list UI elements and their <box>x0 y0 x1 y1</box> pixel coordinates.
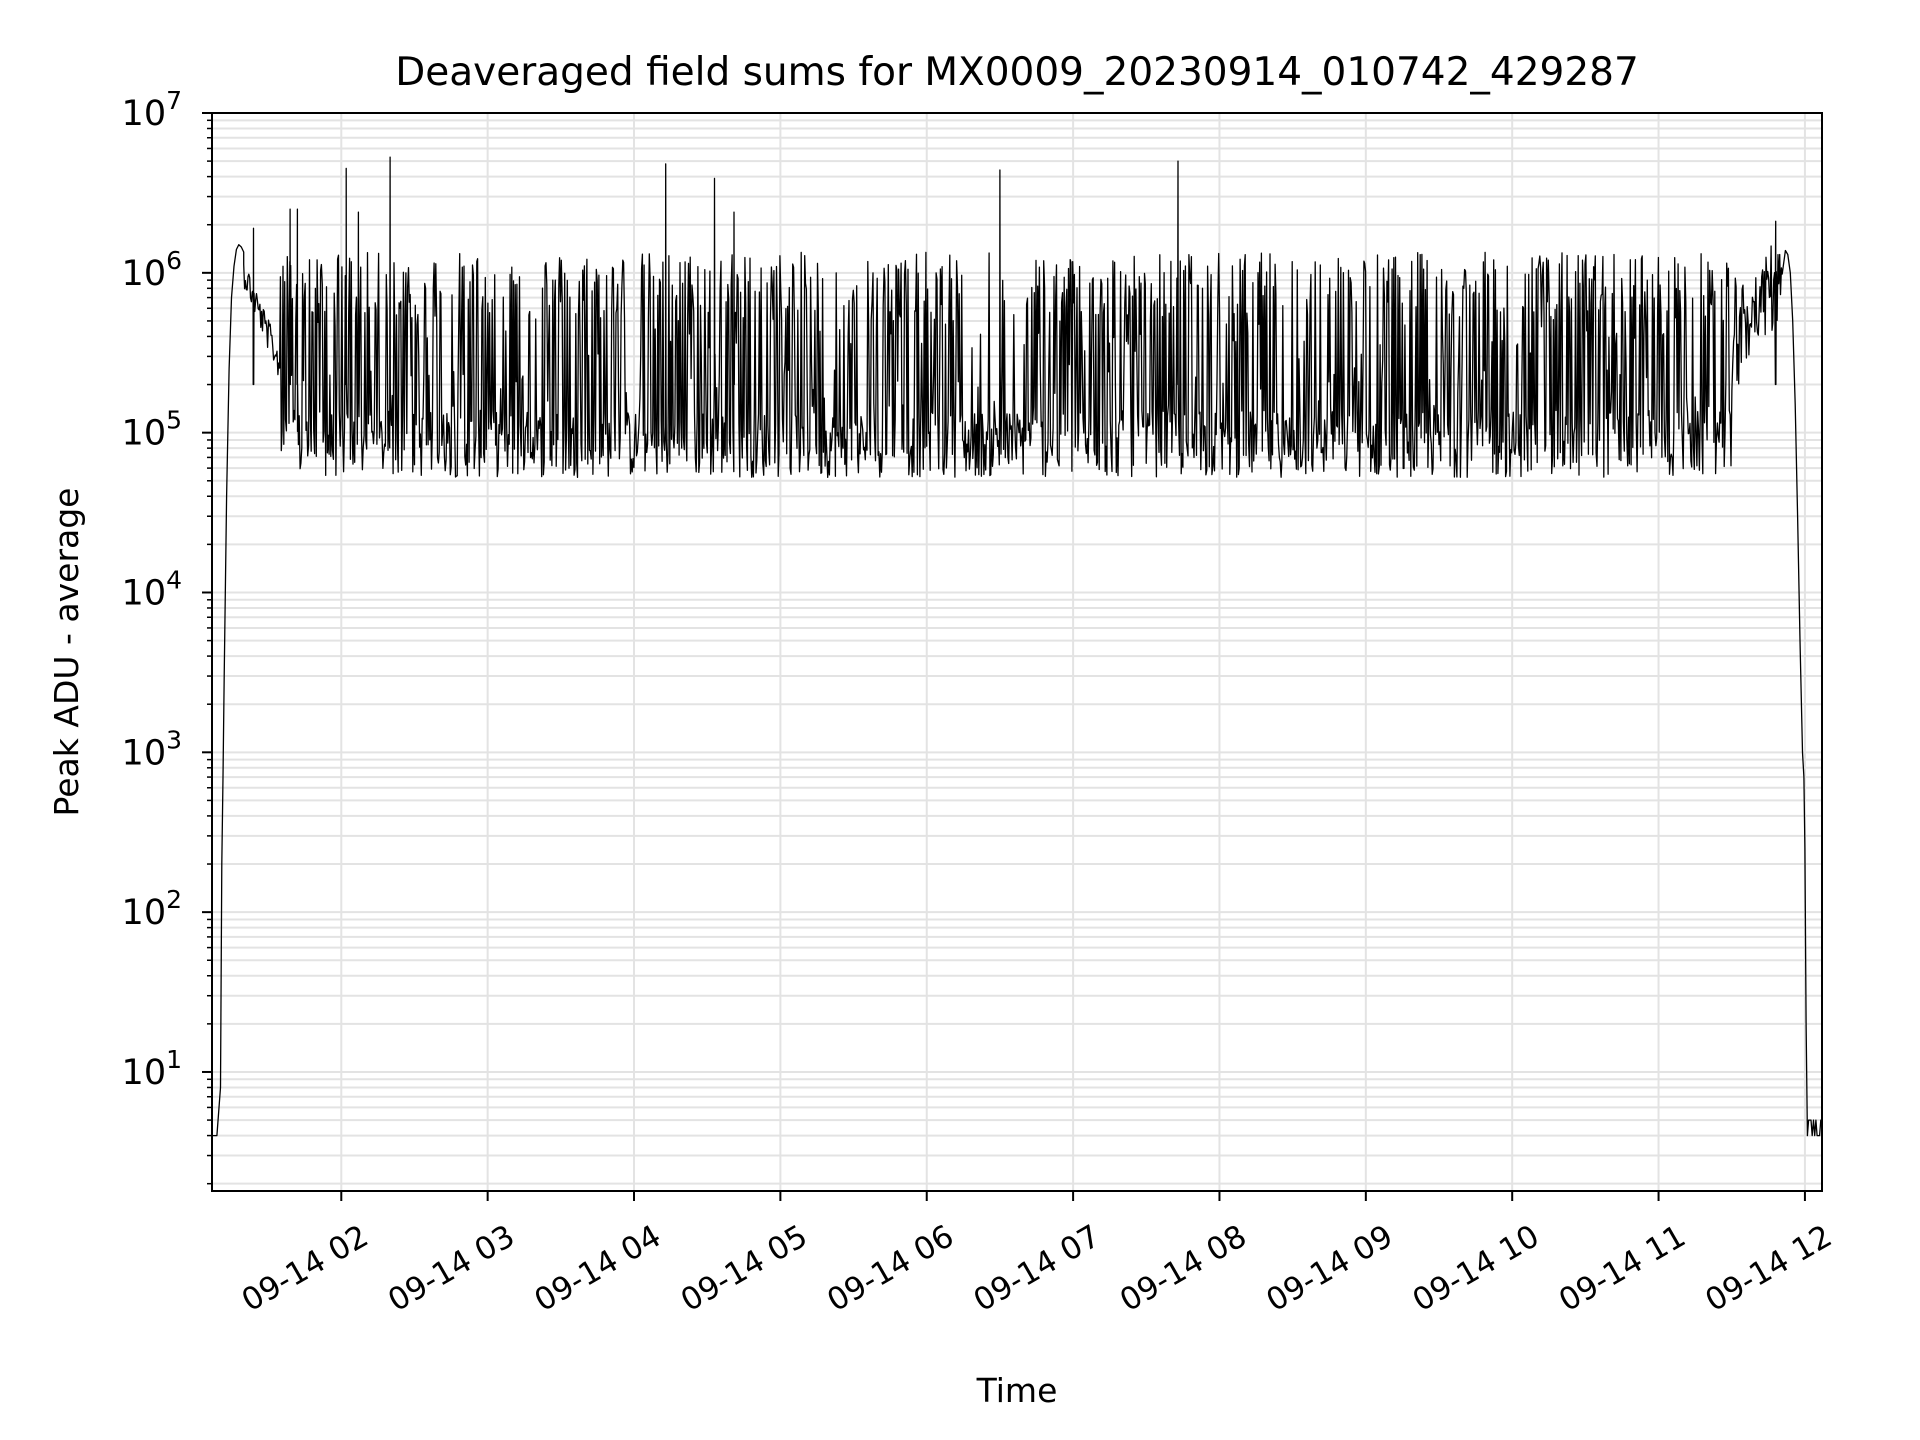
y-tick-label: 105 <box>122 406 182 454</box>
y-tick-label: 104 <box>122 565 182 613</box>
y-tick-label: 103 <box>122 725 182 773</box>
data-series <box>211 156 1822 1137</box>
plot-frame <box>211 112 1823 1192</box>
y-axis-label: Peak ADU - average <box>47 488 86 817</box>
x-axis-label: Time <box>976 1371 1058 1410</box>
peak-adu-line <box>211 156 1822 1137</box>
y-tick-label: 107 <box>122 86 182 134</box>
chart-title: Deaveraged field sums for MX0009_2023091… <box>395 50 1639 95</box>
y-tick-label: 102 <box>122 885 182 933</box>
y-tick-label: 101 <box>122 1045 182 1093</box>
y-tick-label: 106 <box>122 246 182 294</box>
